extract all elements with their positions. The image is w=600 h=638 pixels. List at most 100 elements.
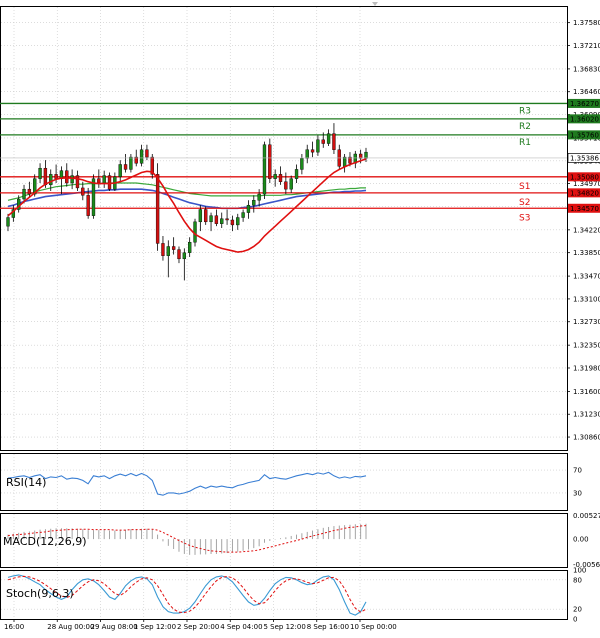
stoch-signal-line bbox=[7, 575, 367, 614]
candle-body[interactable] bbox=[268, 144, 272, 179]
candle-body[interactable] bbox=[305, 149, 309, 159]
candle-body[interactable] bbox=[300, 158, 304, 170]
candle-body[interactable] bbox=[38, 167, 42, 179]
current-price-tag bbox=[567, 153, 600, 163]
stoch-tick-label: 100 bbox=[573, 567, 586, 575]
candle-body[interactable] bbox=[220, 218, 224, 224]
candle-body[interactable] bbox=[358, 153, 363, 159]
candle-body[interactable] bbox=[278, 174, 283, 182]
candle-body[interactable] bbox=[155, 174, 160, 244]
candle-body[interactable] bbox=[171, 246, 176, 250]
level-name-r3: R3 bbox=[519, 106, 531, 116]
y-tick-label: 1.31230 bbox=[573, 411, 600, 419]
y-tick-label: 1.36460 bbox=[573, 88, 600, 96]
candle-body[interactable] bbox=[342, 156, 347, 167]
rsi-tick-label: 70 bbox=[573, 467, 582, 475]
candle-body[interactable] bbox=[166, 246, 170, 256]
candle-body[interactable] bbox=[182, 252, 186, 260]
stoch-panel[interactable]: Stoch(9,6,3) bbox=[6, 574, 367, 616]
candle-body[interactable] bbox=[145, 149, 149, 158]
candle-body[interactable] bbox=[75, 175, 80, 189]
candle-body[interactable] bbox=[65, 170, 69, 184]
candle-body[interactable] bbox=[54, 174, 58, 179]
candle-body[interactable] bbox=[257, 193, 261, 201]
candle-body[interactable] bbox=[209, 215, 213, 223]
rsi-line bbox=[7, 471, 367, 496]
x-tick-label: 16:00 bbox=[4, 623, 24, 631]
price-panel[interactable]: R3 R2 R1 S1 S2 S3 bbox=[0, 102, 567, 281]
candle-body[interactable] bbox=[43, 167, 48, 186]
candle-body[interactable] bbox=[204, 209, 208, 223]
candle-body[interactable] bbox=[214, 215, 219, 224]
candle-body[interactable] bbox=[273, 174, 277, 179]
candle-body[interactable] bbox=[102, 175, 106, 184]
candle-body[interactable] bbox=[123, 164, 128, 170]
candle-body[interactable] bbox=[326, 133, 331, 144]
candle-body[interactable] bbox=[27, 188, 32, 195]
macd-panel-frame bbox=[0, 513, 568, 568]
candle-body[interactable] bbox=[86, 195, 90, 216]
candle-body[interactable] bbox=[49, 174, 53, 186]
candle-body[interactable] bbox=[129, 156, 133, 170]
macd-tick-label: 0.005272 bbox=[573, 512, 600, 520]
candle-body[interactable] bbox=[177, 249, 181, 260]
level-price-tag bbox=[568, 98, 600, 108]
rsi-panel[interactable]: RSI(14) bbox=[6, 471, 367, 496]
y-tick-label: 1.34220 bbox=[573, 226, 600, 234]
candle-body[interactable] bbox=[316, 139, 320, 153]
candle-body[interactable] bbox=[81, 187, 85, 196]
level-price-tag-label: 1.35760 bbox=[570, 131, 599, 139]
candle-body[interactable] bbox=[97, 178, 101, 184]
candle-body[interactable] bbox=[289, 178, 293, 190]
stoch-tick-label: 20 bbox=[573, 606, 582, 614]
ma-blue-line bbox=[7, 188, 367, 210]
candle-body[interactable] bbox=[321, 139, 325, 144]
candle-body[interactable] bbox=[230, 219, 235, 226]
candle-body[interactable] bbox=[252, 200, 256, 206]
candle-body[interactable] bbox=[107, 175, 112, 190]
candle-body[interactable] bbox=[348, 156, 352, 164]
candle-body[interactable] bbox=[134, 156, 138, 164]
candle-body[interactable] bbox=[262, 144, 267, 195]
candle-body[interactable] bbox=[241, 212, 245, 218]
candle-body[interactable] bbox=[198, 209, 203, 223]
y-tick-label: 1.33470 bbox=[573, 273, 600, 281]
candle-body[interactable] bbox=[22, 188, 26, 200]
y-tick-label: 1.30860 bbox=[573, 434, 600, 442]
candle-body[interactable] bbox=[33, 178, 37, 195]
scroll-marker-icon bbox=[372, 2, 378, 6]
candle-body[interactable] bbox=[139, 149, 144, 164]
x-tick-label: 5 Sep 12:00 bbox=[264, 623, 306, 631]
candle-body[interactable] bbox=[150, 156, 154, 175]
stoch-tick-label: 80 bbox=[573, 576, 582, 584]
grid-layer bbox=[0, 6, 568, 620]
candle-body[interactable] bbox=[284, 181, 288, 190]
candle-body[interactable] bbox=[188, 241, 192, 253]
candle-body[interactable] bbox=[294, 169, 299, 179]
candle-body[interactable] bbox=[225, 218, 229, 221]
rsi-label: RSI(14) bbox=[6, 476, 46, 489]
candle-body[interactable] bbox=[70, 175, 74, 184]
candle-body[interactable] bbox=[246, 204, 251, 213]
x-tick-label: 29 Aug 08:00 bbox=[91, 623, 138, 631]
candle-body[interactable] bbox=[91, 178, 96, 216]
candle-body[interactable] bbox=[6, 217, 10, 227]
y-tick-label: 1.33850 bbox=[573, 249, 600, 257]
y-tick-label: 1.36830 bbox=[573, 65, 600, 73]
macd-tick-label: 0.00 bbox=[573, 536, 589, 544]
candle-body[interactable] bbox=[332, 133, 336, 150]
candle-body[interactable] bbox=[161, 243, 165, 256]
level-price-tag bbox=[568, 172, 600, 182]
y-tick-label: 1.31600 bbox=[573, 388, 600, 396]
stoch-label: Stoch(9,6,3) bbox=[6, 587, 74, 600]
candle-body[interactable] bbox=[118, 164, 122, 178]
macd-panel[interactable]: MACD(12,26,9) bbox=[3, 523, 367, 555]
candle-body[interactable] bbox=[310, 149, 315, 153]
x-tick-label: 1 Sep 12:00 bbox=[134, 623, 176, 631]
x-tick-label: 10 Sep 00:00 bbox=[350, 623, 397, 631]
level-name-r2: R2 bbox=[519, 122, 531, 132]
candle-body[interactable] bbox=[236, 217, 240, 226]
candle-body[interactable] bbox=[364, 151, 368, 159]
ma-red-line bbox=[7, 158, 367, 253]
